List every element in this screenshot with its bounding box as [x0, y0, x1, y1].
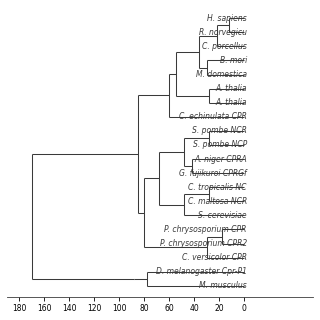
Text: C. maltosa NCR: C. maltosa NCR: [188, 197, 247, 206]
Text: B. mori: B. mori: [220, 56, 247, 65]
Text: M. musculus: M. musculus: [199, 281, 247, 290]
Text: R. norvegicu: R. norvegicu: [199, 28, 247, 37]
Text: A. thalia: A. thalia: [215, 98, 247, 107]
Text: S. pombe NCP: S. pombe NCP: [193, 140, 247, 149]
Text: D. melanogaster Cpr-P1: D. melanogaster Cpr-P1: [156, 267, 247, 276]
Text: P. chrysosporium CPR: P. chrysosporium CPR: [164, 225, 247, 234]
Text: M. domestica: M. domestica: [196, 70, 247, 79]
Text: C. versicolor CPR: C. versicolor CPR: [182, 253, 247, 262]
Text: C. echinulata CPR: C. echinulata CPR: [179, 112, 247, 121]
Text: A. niger CPRA: A. niger CPRA: [194, 155, 247, 164]
Text: C. tropicalis NC: C. tropicalis NC: [188, 183, 247, 192]
Text: G. fujikuroi CPRGf: G. fujikuroi CPRGf: [179, 169, 247, 178]
Text: H. sapiens: H. sapiens: [207, 14, 247, 23]
Text: S. cerevisiae: S. cerevisiae: [198, 211, 247, 220]
Text: P. chrysosporium CPR2: P. chrysosporium CPR2: [160, 239, 247, 248]
Text: C. porcellus: C. porcellus: [202, 42, 247, 51]
Text: S. pombe NCR: S. pombe NCR: [192, 126, 247, 135]
Text: A. thalia: A. thalia: [215, 84, 247, 93]
